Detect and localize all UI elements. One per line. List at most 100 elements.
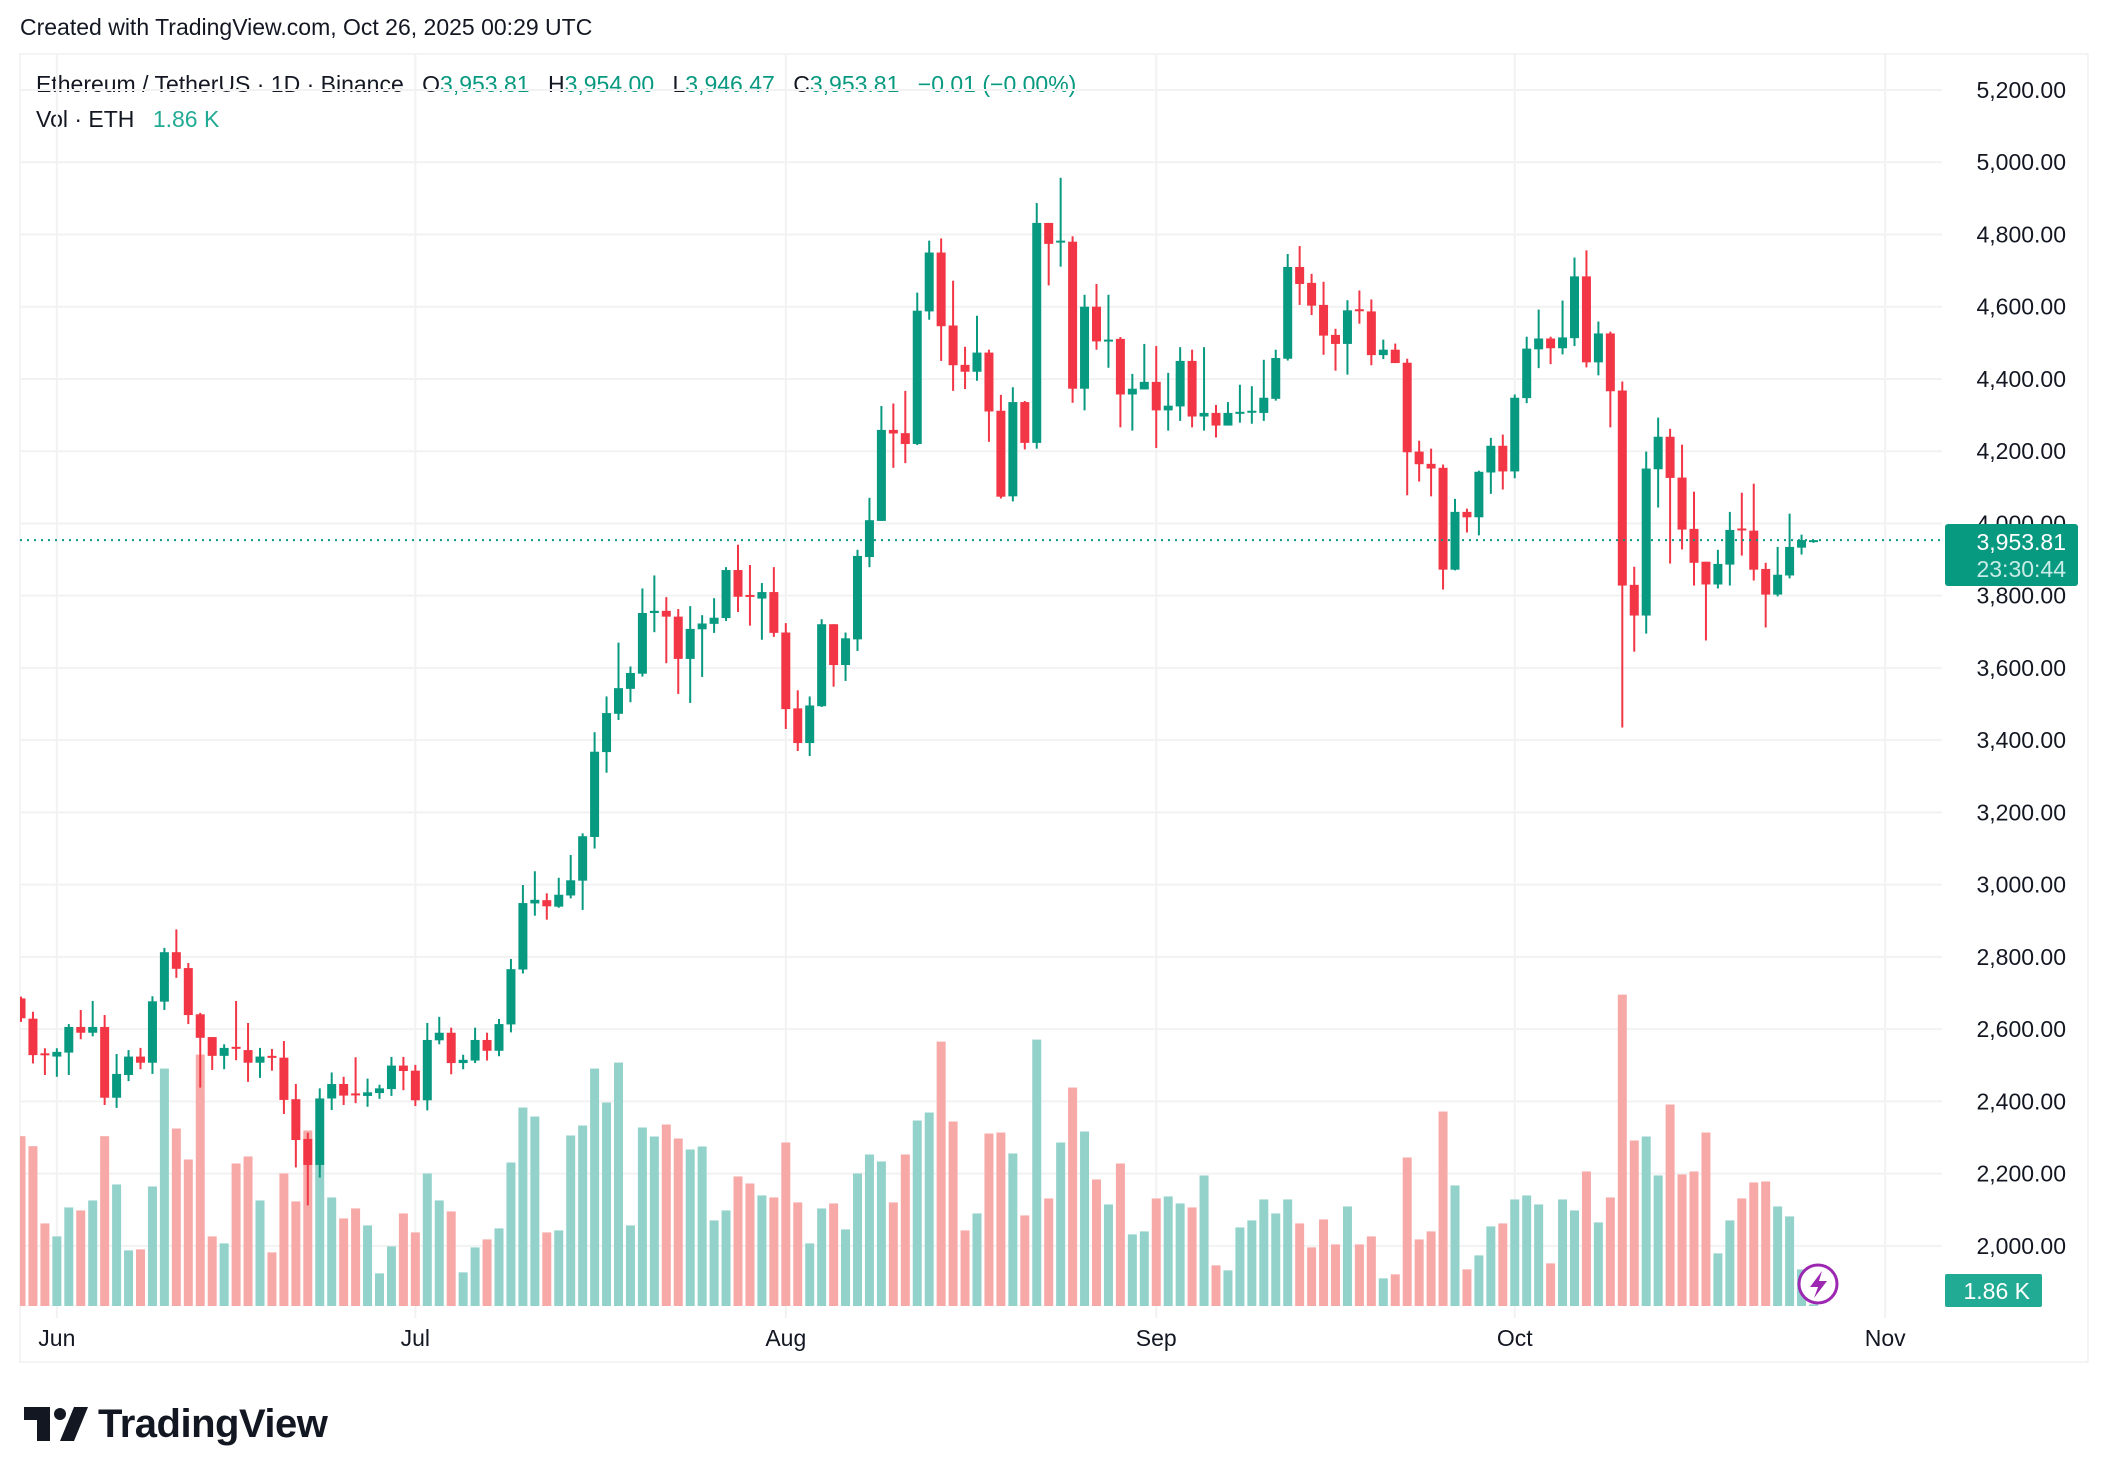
candle-body xyxy=(1366,311,1376,356)
candle xyxy=(1331,328,1340,371)
candle xyxy=(159,947,169,1010)
volume-bar xyxy=(1570,1210,1579,1306)
candle-body xyxy=(554,894,564,907)
candle xyxy=(88,1000,98,1037)
candle xyxy=(231,1000,241,1061)
candle-body xyxy=(1199,412,1209,417)
lightning-icon[interactable] xyxy=(1797,1263,1839,1305)
time-tick-label: Jun xyxy=(38,1325,75,1351)
volume-bar xyxy=(124,1250,134,1306)
candle-wick xyxy=(1143,343,1146,390)
candle xyxy=(422,1022,432,1111)
volume-bar xyxy=(542,1232,552,1306)
candle xyxy=(410,1064,420,1107)
volume-bar xyxy=(578,1125,588,1306)
candle xyxy=(1581,250,1591,368)
volume-bar xyxy=(1199,1175,1209,1306)
volume-bar xyxy=(1032,1039,1042,1306)
price-tick-label: 2,000.00 xyxy=(1976,1233,2066,1259)
candle xyxy=(518,885,528,974)
tradingview-logo[interactable]: TradingView xyxy=(24,1400,328,1448)
candle-body xyxy=(924,252,934,312)
volume-bar xyxy=(1689,1171,1699,1306)
candle xyxy=(1641,451,1651,634)
time-axis[interactable]: Jun Jul Aug Sep Oct Nov xyxy=(38,1325,1906,1351)
time-tick-label: Oct xyxy=(1497,1325,1533,1351)
candle-body xyxy=(530,899,540,904)
volume-bar xyxy=(458,1272,468,1306)
volume-bar xyxy=(554,1230,564,1306)
volume-bar xyxy=(76,1210,86,1306)
candle xyxy=(697,615,707,677)
candle-body xyxy=(888,429,898,434)
candle-wick xyxy=(701,615,704,677)
candle-wick xyxy=(1740,492,1743,556)
volume-bar xyxy=(793,1202,803,1306)
time-tick-label: Nov xyxy=(1865,1325,1906,1351)
volume-bar xyxy=(1462,1269,1472,1306)
volume-bar xyxy=(267,1252,277,1306)
candle-body xyxy=(817,624,827,707)
price-axis[interactable]: 5,200.00 5,000.00 4,800.00 4,600.00 4,400.00… xyxy=(1976,77,2066,1259)
candle-wick xyxy=(438,1016,441,1045)
candle-wick xyxy=(760,583,763,640)
symbol-label[interactable]: Ethereum / TetherUS · 1D · Binance xyxy=(36,71,404,97)
volume-bar xyxy=(1761,1181,1771,1306)
candle-body xyxy=(1581,276,1591,363)
volume-bar xyxy=(530,1116,540,1306)
volume-bar xyxy=(1307,1247,1317,1306)
candle-body xyxy=(243,1050,253,1063)
candle-body xyxy=(566,880,576,896)
candle-body xyxy=(1092,306,1101,342)
candle xyxy=(1653,417,1663,508)
volume-bar xyxy=(924,1112,934,1306)
candle xyxy=(64,1024,74,1075)
volume-bar xyxy=(375,1273,384,1306)
price-tick-label: 3,600.00 xyxy=(1976,655,2066,681)
candle-body xyxy=(1068,241,1078,389)
volume-bar xyxy=(1103,1204,1113,1306)
candle xyxy=(1020,400,1030,450)
candle-body xyxy=(291,1099,301,1141)
price-tick-label: 3,400.00 xyxy=(1976,727,2066,753)
candle-body xyxy=(207,1037,217,1056)
candle-wick xyxy=(1669,428,1672,564)
volume-bar xyxy=(864,1154,874,1306)
volume-label[interactable]: Vol · ETH xyxy=(36,106,135,132)
candle xyxy=(972,315,982,381)
candle-wick xyxy=(1358,290,1361,324)
candle-body xyxy=(625,672,635,689)
candle-body xyxy=(1331,334,1340,344)
volume-bar xyxy=(1366,1236,1376,1306)
candle-body xyxy=(363,1092,373,1096)
candle-body xyxy=(231,1046,241,1049)
candle xyxy=(948,280,958,391)
candle-body xyxy=(733,570,743,597)
candle xyxy=(900,390,910,464)
candle-body xyxy=(900,433,910,444)
volume-bar xyxy=(769,1197,779,1306)
volume-bar xyxy=(841,1229,851,1306)
candle-body xyxy=(912,310,922,444)
volume-badge-text: 1.86 K xyxy=(1964,1278,2031,1304)
candle-body xyxy=(1235,411,1245,414)
candle-body xyxy=(470,1039,480,1061)
candle-wick xyxy=(1047,222,1050,286)
volume-bar xyxy=(207,1236,217,1306)
candle xyxy=(841,632,851,681)
candle-body xyxy=(255,1056,265,1063)
candle xyxy=(996,394,1006,499)
candle xyxy=(1617,381,1627,728)
candle xyxy=(709,598,719,633)
candle xyxy=(267,1048,277,1071)
volume-bar xyxy=(1474,1255,1484,1306)
volume-series xyxy=(20,994,1818,1306)
candle-wick xyxy=(533,871,536,916)
candle-body xyxy=(171,952,181,969)
candle xyxy=(327,1072,337,1111)
volume-bar xyxy=(1151,1198,1161,1306)
candle-body xyxy=(673,616,683,659)
candle-body xyxy=(1283,266,1293,359)
volume-bar xyxy=(1677,1174,1687,1306)
